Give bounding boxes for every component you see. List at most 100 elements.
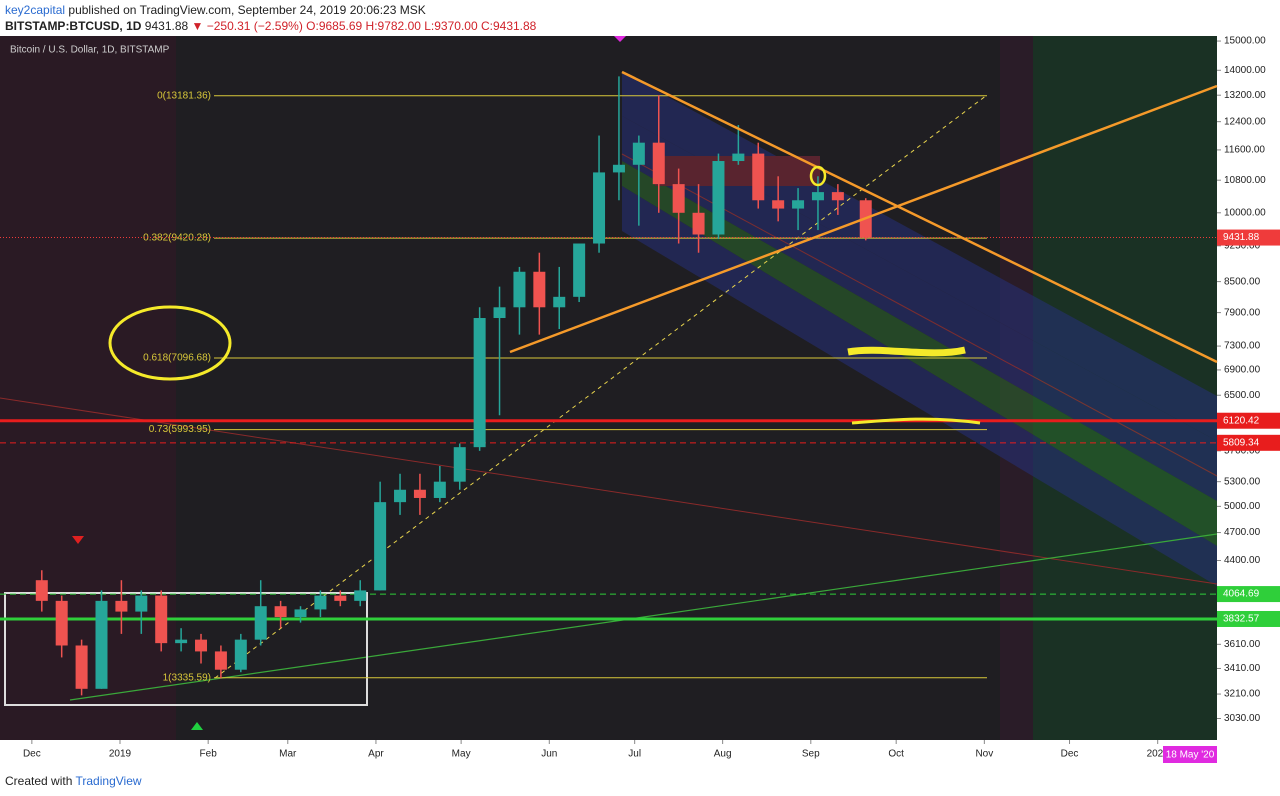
highlight-circle [108, 305, 232, 381]
price-tag-label: 9431.88 [1223, 232, 1260, 243]
x-tick-label: 2019 [109, 749, 132, 760]
candle-body [632, 142, 645, 165]
candle-body [314, 595, 327, 610]
candle-body [274, 606, 287, 618]
price-tag [1217, 412, 1280, 429]
y-tick-label: 6500.00 [1224, 390, 1261, 401]
candle-body [593, 172, 606, 244]
candle-body [712, 161, 725, 235]
candle-body [135, 595, 148, 612]
candle-body [672, 184, 685, 213]
price-tag-label: 3832.57 [1223, 614, 1260, 625]
x-axis-bg [0, 740, 1217, 768]
y-tick-label: 8500.00 [1224, 276, 1261, 287]
ohlc: O:9685.69 H:9782.00 L:9370.00 C:9431.88 [306, 19, 537, 33]
arrow-up [191, 722, 203, 730]
y-tick-label: 9250.00 [1224, 240, 1261, 251]
y-tick-label: 14000.00 [1224, 65, 1266, 76]
fib-label: 0.382(9420.28) [143, 233, 211, 244]
price-tag [1217, 229, 1280, 246]
date-tag-label: 18 May '20 [1166, 750, 1215, 761]
footer: Created with TradingView [5, 774, 142, 788]
price-tag-label: 4064.69 [1223, 589, 1260, 600]
x-tick-label: May [452, 749, 471, 760]
y-tick-label: 13200.00 [1224, 90, 1266, 101]
x-tick-label: Nov [975, 749, 993, 760]
region-left [0, 36, 176, 740]
candle-body [354, 590, 367, 601]
y-tick-label: 3610.00 [1224, 639, 1261, 650]
change: ▼ −250.31 (−2.59%) [191, 19, 303, 33]
price-tag-label: 6120.42 [1223, 415, 1260, 426]
created: Created with [5, 774, 73, 788]
x-tick-label: Dec [23, 749, 41, 760]
candle-body [95, 600, 108, 689]
x-tick-label: Sep [802, 749, 820, 760]
arrow-down [72, 536, 84, 544]
candle-body [433, 481, 446, 498]
y-tick-label: 15000.00 [1224, 36, 1266, 47]
last: 9431.88 [144, 19, 189, 33]
candle-body [374, 502, 387, 591]
fib-label: 0.618(7096.68) [143, 353, 211, 364]
candle-body [35, 580, 48, 601]
trend-green [69, 533, 1218, 701]
band [622, 186, 1217, 586]
date-tag [1163, 746, 1217, 763]
candle-body [195, 639, 208, 652]
x-tick-label: Oct [888, 749, 904, 760]
y-tick-label: 4400.00 [1224, 555, 1261, 566]
candle-body [175, 639, 188, 644]
candle-body [55, 600, 68, 646]
candle-body [214, 651, 227, 670]
y-tick-label: 5700.00 [1224, 446, 1261, 457]
candle-body [612, 164, 625, 173]
price-tag [1217, 610, 1280, 627]
candle-body [573, 243, 586, 297]
y-tick-label: 12400.00 [1224, 116, 1266, 127]
candle-body [453, 447, 466, 482]
candle-body [831, 192, 844, 201]
fib-label: 0(13181.36) [157, 90, 211, 101]
x-tick-label: Jul [628, 749, 641, 760]
price-tag [1217, 586, 1280, 603]
author[interactable]: key2capital [5, 3, 66, 17]
candle-body [772, 200, 785, 209]
candle-body [254, 606, 267, 640]
x-tick-label: Jun [541, 749, 557, 760]
candle-body [652, 142, 665, 185]
candle-body [493, 307, 506, 319]
x-tick-label: Feb [200, 749, 218, 760]
x-tick-label: Aug [714, 749, 732, 760]
y-tick-label: 11600.00 [1224, 145, 1265, 156]
symbol: BITSTAMP:BTCUSD, 1D [5, 19, 142, 33]
candle-body [334, 595, 347, 601]
y-tick-label: 3030.00 [1224, 713, 1261, 724]
y-tick-label: 3410.00 [1224, 663, 1261, 674]
candle-body [752, 153, 765, 201]
published: published on TradingView.com, September … [68, 3, 426, 17]
highlight-stroke [851, 417, 981, 425]
range-box [4, 592, 368, 706]
y-tick-label: 5300.00 [1224, 476, 1261, 487]
y-tick-label: 6900.00 [1224, 365, 1261, 376]
candle-body [155, 595, 168, 644]
candle-body [513, 271, 526, 308]
chart: 0(13181.36) 0.382(9420.28) 0.618(7096.68) 0… [0, 36, 1280, 768]
x-tick-label: Apr [368, 749, 384, 760]
brand[interactable]: TradingView [75, 774, 142, 788]
marker [614, 36, 626, 42]
fib-label: 1(3335.59) [163, 672, 211, 683]
y-tick-label: 10000.00 [1224, 207, 1266, 218]
y-tick-label: 10800.00 [1224, 175, 1266, 186]
price-tag-label: 5809.34 [1223, 437, 1260, 448]
candle-body [234, 639, 247, 670]
y-tick-label: 5000.00 [1224, 501, 1261, 512]
marks: 0(13181.36) 0.382(9420.28) 0.618(7096.68) 0… [0, 76, 1217, 696]
candle-body [75, 645, 88, 689]
x-tick-label: Dec [1061, 749, 1079, 760]
fib-label: 0.73(5993.95) [149, 424, 211, 435]
candle-body [792, 200, 805, 209]
chart-title: Bitcoin / U.S. Dollar, 1D, BITSTAMP [10, 45, 170, 56]
